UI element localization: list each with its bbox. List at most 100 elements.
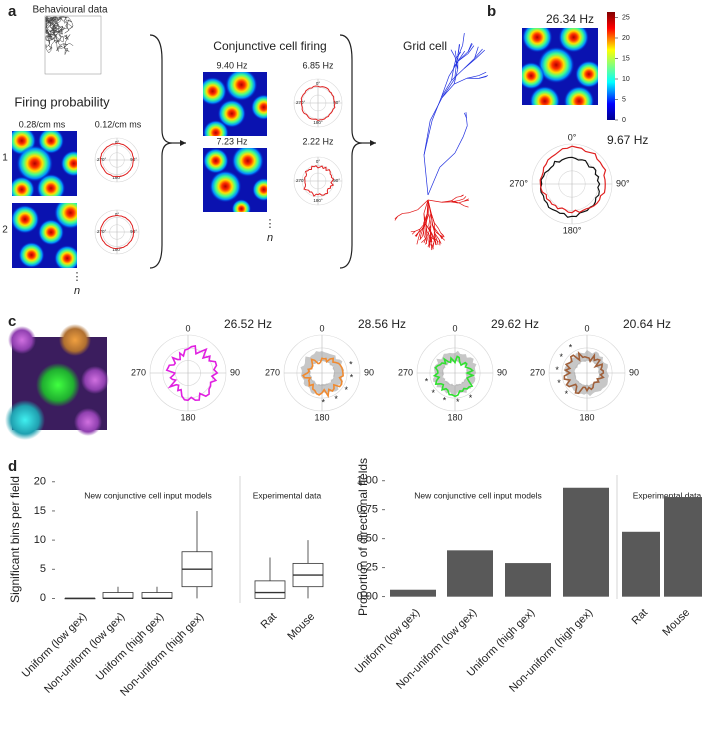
- neurite: [417, 229, 422, 234]
- x-tick-label: Rat: [259, 611, 280, 632]
- neurite: [460, 194, 464, 197]
- neurite: [425, 224, 428, 232]
- firing-field: [54, 203, 77, 229]
- polar-trace: [539, 156, 601, 218]
- neurite: [410, 230, 416, 233]
- neurite: [454, 50, 457, 58]
- polar-angle-label: 0: [584, 323, 589, 333]
- trajectory: [45, 16, 74, 55]
- y-axis-label: Significant bins per field: [8, 476, 22, 603]
- box: [254, 580, 286, 599]
- colorbar-tick-label: 25: [622, 14, 630, 21]
- firing-field: [18, 242, 45, 268]
- group-label: New conjunctive cell input models: [84, 490, 212, 500]
- firing-field: [54, 245, 77, 268]
- neurite: [424, 224, 426, 234]
- neurite: [453, 57, 461, 68]
- y-tick-label: 0.75: [357, 504, 378, 516]
- neurite: [415, 228, 421, 232]
- neurite: [428, 213, 432, 225]
- polar-angle-label: 0: [452, 323, 457, 333]
- neurite: [420, 230, 423, 236]
- bar: [664, 497, 702, 597]
- neurite: [423, 155, 429, 196]
- colorbar-tick-label: 15: [622, 55, 630, 62]
- heat-map: [12, 203, 77, 268]
- firing-field: [203, 120, 229, 136]
- polar-angle-label: 90°: [616, 178, 630, 188]
- ellipsis: ⋮: [265, 218, 276, 230]
- panel-label: a: [8, 3, 17, 20]
- neurite: [474, 48, 483, 59]
- rate-label: 9.67 Hz: [607, 133, 648, 147]
- neurite: [458, 202, 465, 207]
- polar-trace: [300, 85, 336, 121]
- neurite: [428, 234, 431, 241]
- y-tick-label: 0.50: [357, 533, 378, 545]
- significance-marker: *: [559, 352, 563, 362]
- bar: [563, 487, 609, 597]
- arrow-head: [370, 140, 376, 146]
- neurite: [441, 75, 450, 98]
- neurite: [423, 120, 431, 156]
- polar-angle-label: 0°: [316, 159, 321, 164]
- x-tick-label: Mouse: [660, 607, 692, 639]
- significance-marker: *: [456, 397, 460, 407]
- neurite: [454, 59, 458, 79]
- firing-field: [563, 85, 595, 105]
- firing-field: [217, 99, 246, 128]
- polar-angle-label: 180°: [313, 120, 323, 125]
- panel-label: c: [8, 313, 16, 330]
- neurite: [463, 198, 469, 202]
- significance-marker: *: [443, 395, 447, 405]
- firing-field: [537, 46, 575, 84]
- polar-angle-label: 180: [579, 412, 594, 422]
- polar-angle-label: 0°: [568, 132, 577, 142]
- significance-marker: *: [432, 388, 436, 398]
- neurite: [463, 58, 476, 69]
- heat-map: [522, 28, 598, 105]
- firing-field: [16, 145, 53, 182]
- more-label: n: [74, 285, 80, 297]
- neurite: [451, 200, 460, 204]
- neurite: [466, 75, 479, 79]
- firing-field: [529, 85, 560, 105]
- cell-field: [59, 324, 91, 356]
- neurite: [431, 96, 442, 121]
- neurite: [434, 237, 439, 243]
- neurite: [423, 199, 429, 214]
- polar-angle-label: 90: [629, 367, 639, 377]
- arrow-head: [180, 140, 186, 146]
- significance-marker: *: [321, 397, 325, 407]
- neurite: [429, 97, 443, 121]
- polar-trace: [170, 354, 207, 392]
- cell-field: [36, 363, 80, 407]
- caption: Conjunctive cell firing: [213, 39, 326, 53]
- firing-field: [203, 148, 229, 174]
- firing-field: [558, 28, 589, 53]
- neurite: [453, 77, 468, 85]
- colorbar-tick-label: 10: [622, 76, 630, 83]
- neurite: [431, 224, 436, 235]
- box: [141, 592, 173, 599]
- y-tick-label: 0.25: [357, 562, 378, 574]
- rate-label: 0.12/cm ms: [95, 119, 142, 129]
- colorbar-tick-label: 20: [622, 35, 630, 42]
- neurite: [421, 238, 426, 243]
- more-label: n: [267, 232, 273, 244]
- polar-angle-label: 90°: [333, 100, 340, 105]
- neurite: [432, 225, 438, 233]
- x-tick-label: Uniform (high gex): [94, 611, 166, 683]
- bar: [505, 563, 551, 597]
- polar-angle-label: 90°: [333, 178, 340, 183]
- polar-angle-label: 180: [447, 412, 462, 422]
- neurite: [425, 233, 427, 240]
- firing-field: [38, 219, 64, 246]
- neurite: [440, 235, 445, 238]
- significance-marker: *: [344, 385, 348, 395]
- group-label: New conjunctive cell input models: [414, 490, 542, 500]
- neurite: [441, 78, 456, 98]
- polar-angle-label: 270: [530, 367, 545, 377]
- bar: [447, 550, 493, 597]
